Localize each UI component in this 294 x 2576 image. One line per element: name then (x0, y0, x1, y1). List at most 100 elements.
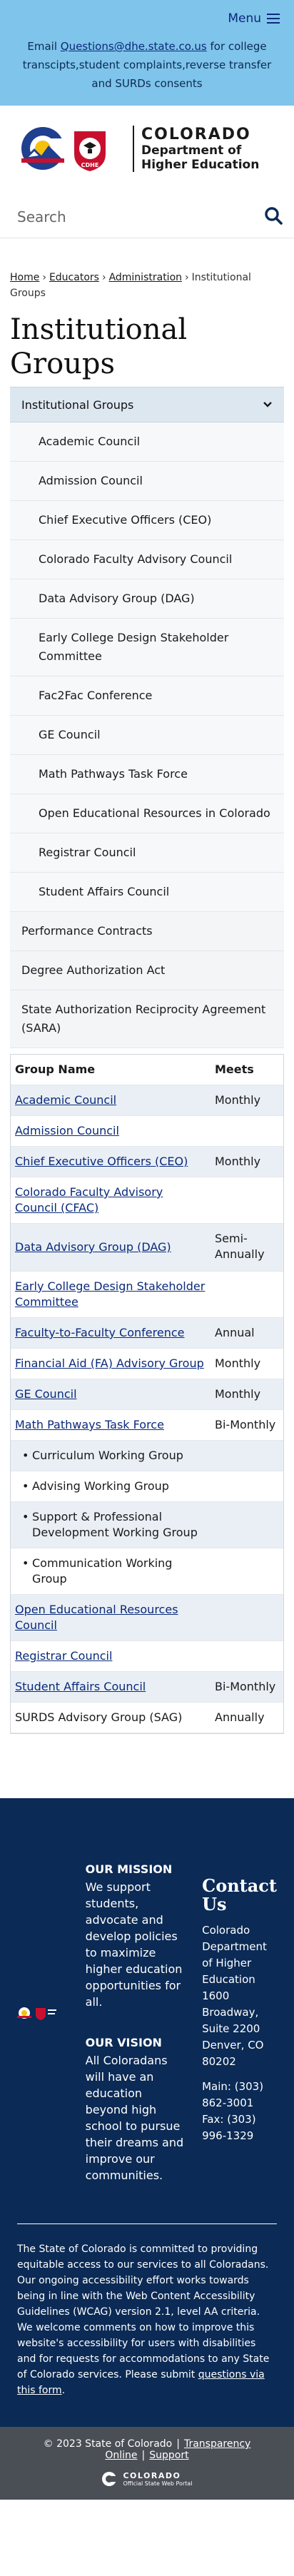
group-link[interactable]: Early College Design Stakeholder Committ… (15, 1279, 206, 1309)
transparency-online-link[interactable]: Transparency Online (105, 2438, 251, 2461)
table-row: Math Pathways Task Force Bi-Monthly (11, 1410, 283, 1441)
group-link[interactable]: Financial Aid (FA) Advisory Group (15, 1357, 204, 1370)
page-title: Institutional Groups (10, 313, 188, 380)
vision-text: All Coloradans will have an education be… (85, 2054, 184, 2182)
cdhe-badge-text: CDHE (81, 162, 99, 168)
group-link[interactable]: Colorado Faculty Advisory Council (CFAC) (15, 1185, 163, 1215)
table-row: Colorado Faculty Advisory Council (CFAC) (11, 1177, 283, 1224)
meets-cell: Bi-Monthly (215, 1418, 276, 1431)
table-row: Student Affairs Council Bi-Monthly (11, 1672, 283, 1703)
nav-item-ge-council[interactable]: GE Council (10, 716, 284, 755)
group-link[interactable]: Student Affairs Council (15, 1680, 146, 1693)
group-link[interactable]: Admission Council (15, 1124, 119, 1137)
group-link[interactable]: Faculty-to-Faculty Conference (15, 1326, 185, 1339)
nav-section-heading[interactable]: Institutional Groups (21, 397, 134, 412)
nav-item-academic-council[interactable]: Academic Council (10, 422, 284, 462)
breadcrumb-administration[interactable]: Administration (108, 272, 183, 283)
table-row: Curriculum Working Group (11, 1441, 283, 1471)
meets-cell: Monthly (215, 1155, 261, 1168)
group-link[interactable]: GE Council (15, 1387, 77, 1401)
nav-item-degree-authorization[interactable]: Degree Authorization Act (10, 951, 284, 990)
official-portal-brand[interactable]: COLORADO Official State Web Portal (9, 2471, 285, 2487)
nav-sub-list: Academic Council Admission Council Chief… (10, 422, 284, 912)
nav-item-admission-council[interactable]: Admission Council (10, 462, 284, 501)
breadcrumb-educators[interactable]: Educators (49, 272, 99, 283)
footer-colorado-logo-icon (17, 2007, 56, 2020)
top-banner: Menu Email Questions@dhe.state.co.us for… (0, 0, 294, 106)
table-row: Open Educational Resources Council (11, 1595, 283, 1641)
nav-item-fac2fac[interactable]: Fac2Fac Conference (10, 676, 284, 716)
meets-cell (211, 1441, 283, 1471)
contact-suffix: for college transcipts,student complaint… (22, 40, 272, 90)
chevron-down-icon[interactable] (263, 401, 273, 408)
table-row: Academic Council Monthly (11, 1085, 283, 1116)
nav-item-sara[interactable]: State Authorization Reciprocity Agreemen… (10, 990, 284, 1048)
vision-title: OUR VISION (85, 2036, 162, 2049)
group-link[interactable]: Data Advisory Group (DAG) (15, 1240, 171, 1254)
nav-top-list: Performance Contracts Degree Authorizati… (10, 912, 284, 1048)
site-logo[interactable]: CDHE COLORADO Department of Higher Educa… (0, 106, 294, 191)
contact-prefix: Email (27, 40, 61, 53)
mission-text: We support students, advocate and develo… (85, 1880, 183, 2009)
bottom-bar: © 2023 State of Colorado | Transparency On… (0, 2427, 294, 2500)
breadcrumb-home[interactable]: Home (10, 272, 40, 283)
nav-item-faculty-advisory-council[interactable]: Colorado Faculty Advisory Council (10, 540, 284, 579)
nav-item-ceo[interactable]: Chief Executive Officers (CEO) (10, 501, 284, 540)
meets-cell (211, 1641, 283, 1671)
nav-item-registrar-council[interactable]: Registrar Council (10, 833, 284, 873)
portal-brand-sub: Official State Web Portal (123, 2480, 193, 2487)
accessibility-form-link[interactable]: questions via this form (17, 2369, 265, 2396)
working-group-name: Curriculum Working Group (11, 1441, 211, 1471)
table-row: Data Advisory Group (DAG) Semi-Annually (11, 1224, 283, 1272)
accessibility-text: The State of Colorado is committed to pr… (17, 2243, 270, 2380)
nav-item-oer-colorado[interactable]: Open Educational Resources in Colorado (10, 794, 284, 833)
group-link[interactable]: Registrar Council (15, 1649, 113, 1663)
contact-email-link[interactable]: Questions@dhe.state.co.us (60, 40, 207, 53)
breadcrumb-separator: › (185, 272, 189, 283)
table-header-row: Group Name Meets (11, 1055, 283, 1085)
meets-cell: Annually (215, 1710, 265, 1724)
nav-item-performance-contracts[interactable]: Performance Contracts (10, 912, 284, 951)
menu-button[interactable]: Menu (14, 7, 280, 30)
table-row: Support & Professional Development Worki… (11, 1502, 283, 1548)
nav-item-early-college-design[interactable]: Early College Design Stakeholder Committ… (10, 619, 284, 676)
mission-title: OUR MISSION (85, 1862, 173, 1876)
contact-phones: Main: (303) 862-3001 Fax: (303) 996-1329 (202, 2080, 264, 2142)
nav-section-toggle[interactable]: Institutional Groups (10, 387, 284, 422)
table-row: Admission Council (11, 1116, 283, 1147)
table-row: Communication Working Group (11, 1548, 283, 1595)
logo-wordmark: COLORADO Department of Higher Education (133, 125, 259, 172)
menu-label[interactable]: Menu (228, 11, 261, 26)
meets-cell: Bi-Monthly (215, 1680, 276, 1693)
group-link[interactable]: Math Pathways Task Force (15, 1418, 164, 1431)
search-input[interactable] (17, 208, 231, 225)
copyright-text: © 2023 State of Colorado (43, 2438, 173, 2450)
table-row: Chief Executive Officers (CEO) Monthly (11, 1147, 283, 1177)
group-link[interactable]: Academic Council (15, 1093, 117, 1107)
hamburger-icon[interactable] (267, 14, 280, 24)
search-bar (0, 196, 294, 238)
working-group-name: Advising Working Group (11, 1471, 211, 1501)
nav-item-data-advisory-group[interactable]: Data Advisory Group (DAG) (10, 579, 284, 619)
table-row: Early College Design Stakeholder Committ… (11, 1272, 283, 1318)
meets-cell (211, 1502, 283, 1548)
colorado-logo-icon: CDHE (17, 123, 124, 174)
accessibility-statement: The State of Colorado is committed to pr… (17, 2241, 277, 2427)
meets-cell: Monthly (215, 1093, 261, 1107)
support-link[interactable]: Support (149, 2450, 189, 2461)
breadcrumb: Home › Educators › Administration › Institutio… (0, 238, 294, 301)
search-icon[interactable] (264, 206, 283, 228)
nav-item-student-affairs[interactable]: Student Affairs Council (10, 873, 284, 912)
footer-mission-vision: OUR MISSION We support students, advocat… (86, 1862, 188, 2209)
meets-cell: Monthly (215, 1357, 261, 1370)
group-link[interactable]: Open Educational Resources Council (15, 1603, 178, 1632)
logo-state-word: COLORADO (141, 125, 251, 143)
table-row: GE Council Monthly (11, 1379, 283, 1410)
footer-logo[interactable] (17, 1862, 86, 2024)
groups-table: Group Name Meets Academic Council Monthly… (10, 1054, 284, 1734)
logo-dept-line1: Department of (141, 143, 242, 158)
nav-item-math-pathways[interactable]: Math Pathways Task Force (10, 755, 284, 794)
group-link[interactable]: Chief Executive Officers (CEO) (15, 1155, 188, 1168)
group-name-plain: SURDS Advisory Group (SAG) (15, 1710, 183, 1724)
breadcrumb-separator: › (101, 272, 106, 283)
